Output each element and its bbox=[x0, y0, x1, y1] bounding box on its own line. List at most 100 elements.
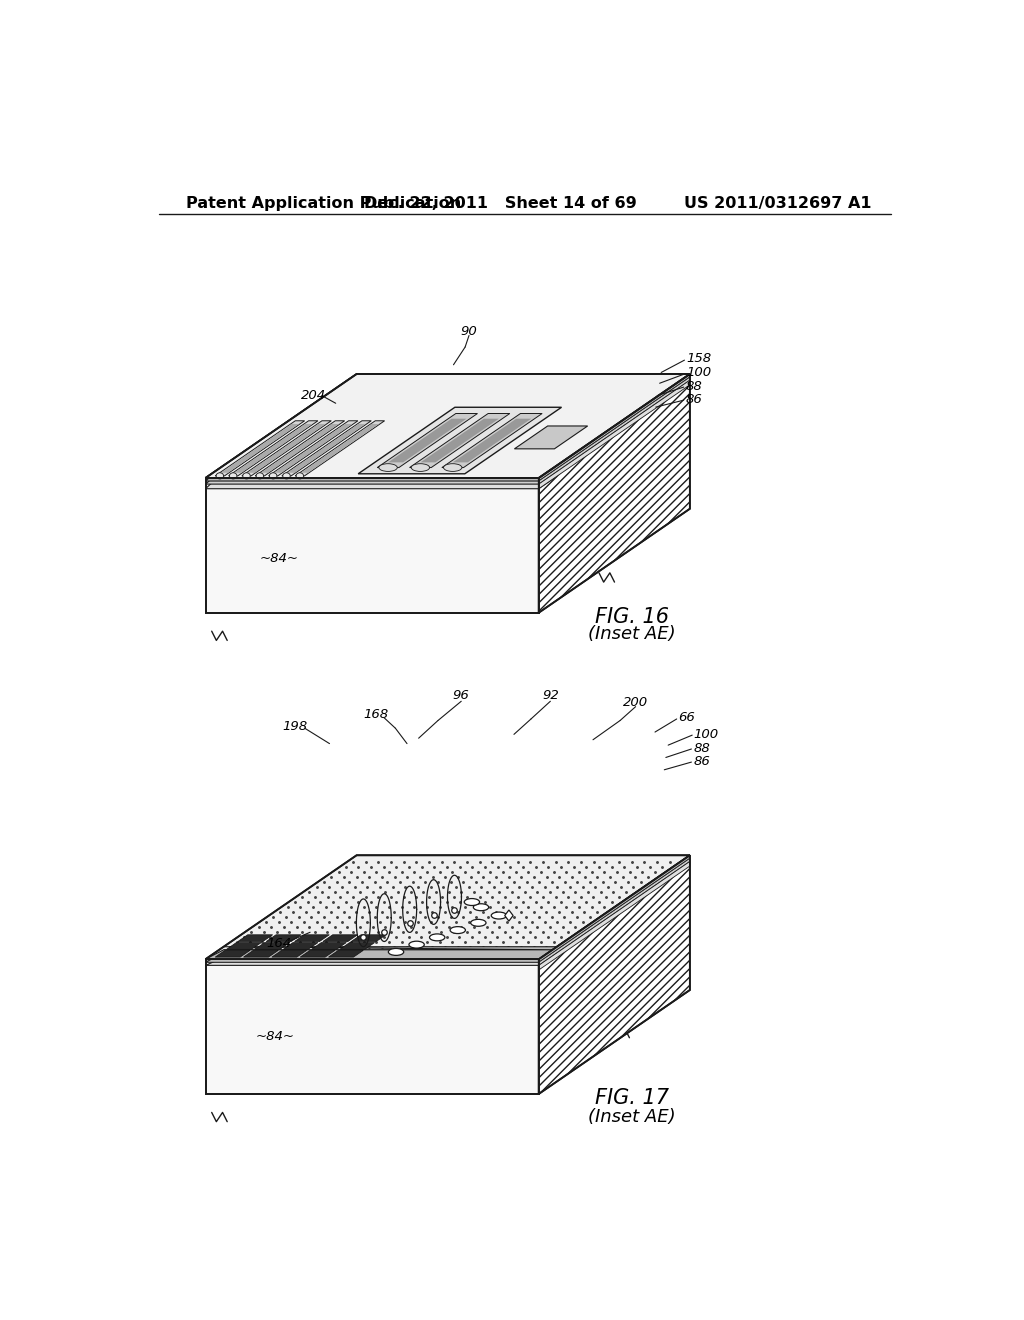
Polygon shape bbox=[340, 942, 375, 949]
Text: 96: 96 bbox=[453, 689, 470, 702]
Text: (Inset AE): (Inset AE) bbox=[588, 626, 676, 643]
Text: ~84~: ~84~ bbox=[260, 552, 299, 565]
Text: 158: 158 bbox=[686, 352, 711, 366]
Ellipse shape bbox=[388, 949, 403, 956]
Text: FIG. 16: FIG. 16 bbox=[595, 607, 669, 627]
Polygon shape bbox=[453, 418, 531, 462]
Text: 92: 92 bbox=[542, 689, 559, 702]
Text: 90: 90 bbox=[461, 325, 477, 338]
Polygon shape bbox=[377, 413, 477, 467]
Ellipse shape bbox=[243, 473, 250, 479]
Ellipse shape bbox=[283, 473, 290, 479]
Polygon shape bbox=[206, 471, 557, 488]
Polygon shape bbox=[351, 935, 386, 941]
Polygon shape bbox=[266, 935, 301, 941]
Text: 200: 200 bbox=[623, 696, 648, 709]
Polygon shape bbox=[255, 421, 345, 477]
Polygon shape bbox=[206, 478, 539, 612]
Text: 168: 168 bbox=[364, 708, 388, 721]
Polygon shape bbox=[539, 380, 690, 488]
Text: 86: 86 bbox=[686, 393, 702, 407]
Polygon shape bbox=[206, 374, 690, 478]
Polygon shape bbox=[206, 953, 557, 965]
Polygon shape bbox=[539, 374, 690, 480]
Ellipse shape bbox=[492, 912, 507, 919]
Text: 88: 88 bbox=[686, 380, 702, 393]
Polygon shape bbox=[300, 950, 335, 957]
Polygon shape bbox=[311, 942, 346, 949]
Ellipse shape bbox=[429, 935, 444, 941]
Text: (Inset AE): (Inset AE) bbox=[588, 1107, 676, 1126]
Text: ~84~: ~84~ bbox=[256, 1030, 295, 1043]
Polygon shape bbox=[421, 418, 499, 462]
Text: Patent Application Publication: Patent Application Publication bbox=[186, 195, 462, 211]
Polygon shape bbox=[206, 950, 557, 962]
Polygon shape bbox=[206, 960, 539, 1094]
Polygon shape bbox=[539, 378, 690, 484]
Ellipse shape bbox=[229, 473, 237, 479]
Polygon shape bbox=[295, 935, 330, 941]
Ellipse shape bbox=[412, 463, 430, 471]
Polygon shape bbox=[242, 421, 332, 477]
Polygon shape bbox=[358, 408, 561, 474]
Ellipse shape bbox=[471, 919, 486, 927]
Ellipse shape bbox=[409, 941, 424, 948]
Polygon shape bbox=[284, 942, 318, 949]
Ellipse shape bbox=[269, 473, 276, 479]
Polygon shape bbox=[274, 424, 352, 473]
Polygon shape bbox=[206, 466, 557, 480]
Polygon shape bbox=[410, 413, 510, 467]
Polygon shape bbox=[206, 469, 557, 484]
Polygon shape bbox=[268, 421, 358, 477]
Ellipse shape bbox=[464, 899, 479, 906]
Polygon shape bbox=[271, 950, 306, 957]
Polygon shape bbox=[215, 421, 304, 477]
Polygon shape bbox=[295, 421, 385, 477]
Text: 88: 88 bbox=[693, 742, 711, 755]
Text: 204: 204 bbox=[301, 389, 327, 403]
Text: 100: 100 bbox=[686, 366, 711, 379]
Polygon shape bbox=[261, 424, 339, 473]
Polygon shape bbox=[206, 374, 690, 478]
Polygon shape bbox=[539, 374, 690, 612]
Polygon shape bbox=[539, 855, 690, 962]
Text: US 2011/0312697 A1: US 2011/0312697 A1 bbox=[684, 195, 872, 211]
Polygon shape bbox=[539, 862, 690, 970]
Polygon shape bbox=[539, 855, 690, 1094]
Polygon shape bbox=[323, 935, 357, 941]
Polygon shape bbox=[442, 413, 542, 467]
Text: 100: 100 bbox=[693, 727, 719, 741]
Polygon shape bbox=[234, 424, 312, 473]
Polygon shape bbox=[255, 942, 290, 949]
Polygon shape bbox=[238, 935, 272, 941]
Polygon shape bbox=[329, 950, 364, 957]
Ellipse shape bbox=[296, 473, 303, 479]
Text: Dec. 22, 2011   Sheet 14 of 69: Dec. 22, 2011 Sheet 14 of 69 bbox=[364, 195, 636, 211]
Text: 66: 66 bbox=[678, 711, 695, 723]
Polygon shape bbox=[221, 424, 299, 473]
Polygon shape bbox=[301, 424, 379, 473]
Polygon shape bbox=[215, 950, 250, 957]
Polygon shape bbox=[248, 424, 326, 473]
Polygon shape bbox=[288, 424, 366, 473]
Polygon shape bbox=[226, 942, 261, 949]
Ellipse shape bbox=[256, 473, 263, 479]
Polygon shape bbox=[228, 421, 317, 477]
Ellipse shape bbox=[216, 473, 223, 479]
Ellipse shape bbox=[379, 463, 397, 471]
Polygon shape bbox=[282, 421, 372, 477]
Polygon shape bbox=[388, 418, 467, 462]
Polygon shape bbox=[539, 858, 690, 965]
Polygon shape bbox=[206, 855, 690, 960]
Text: 164: 164 bbox=[266, 937, 292, 950]
Polygon shape bbox=[514, 426, 588, 449]
Polygon shape bbox=[505, 909, 513, 921]
Text: FIG. 17: FIG. 17 bbox=[595, 1088, 669, 1107]
Text: 86: 86 bbox=[693, 755, 711, 768]
Polygon shape bbox=[244, 950, 279, 957]
Ellipse shape bbox=[451, 927, 466, 933]
Ellipse shape bbox=[443, 463, 462, 471]
Polygon shape bbox=[206, 946, 557, 960]
Text: 198: 198 bbox=[282, 721, 307, 733]
Ellipse shape bbox=[473, 904, 488, 911]
